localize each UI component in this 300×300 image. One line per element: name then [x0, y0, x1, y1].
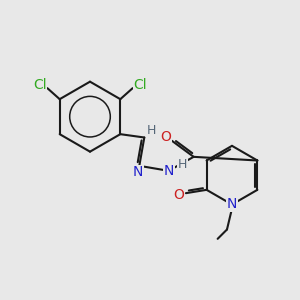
Text: Cl: Cl [134, 78, 147, 92]
Text: H: H [147, 124, 156, 137]
Text: H: H [178, 158, 187, 171]
Text: Cl: Cl [33, 78, 46, 92]
Text: N: N [133, 166, 143, 179]
Text: O: O [173, 188, 184, 202]
Text: N: N [164, 164, 175, 178]
Text: O: O [160, 130, 171, 144]
Text: N: N [227, 197, 237, 212]
